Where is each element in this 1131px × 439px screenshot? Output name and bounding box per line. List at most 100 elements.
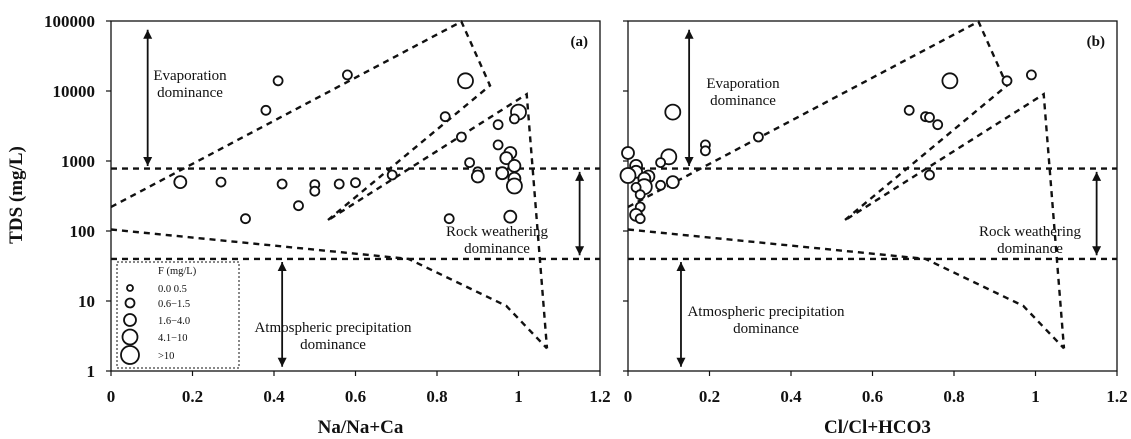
data-point-a-6	[509, 113, 520, 125]
data-point-a-1	[341, 69, 353, 81]
data-point-a-23	[215, 176, 227, 188]
y-tick-label-2: 100	[70, 222, 96, 241]
region-label-a-0-1: dominance	[157, 85, 223, 101]
legend-marker-3	[123, 313, 137, 327]
region-label-b-0-0: Evaporation	[706, 76, 780, 92]
data-point-b-13	[655, 157, 666, 169]
data-point-b-10	[700, 145, 711, 157]
x-tick-label-a-6: 1.2	[589, 387, 610, 406]
legend-title: F (mg/L)	[158, 266, 197, 277]
legend: F (mg/L) 0.0 0.5 0.6−1.5 1.6−4.0 4.1−10 …	[116, 261, 240, 369]
data-point-b-27	[924, 169, 935, 181]
x-tick-label-b-3: 0.6	[862, 387, 883, 406]
region-label-b-1-0: Rock weathering	[979, 224, 1082, 240]
data-point-a-15	[495, 166, 510, 181]
data-point-a-5	[439, 111, 451, 123]
region-label-a-1-0: Rock weathering	[446, 224, 549, 240]
region-label-a-2-1: dominance	[300, 337, 366, 353]
arrowhead-top-b-2	[676, 262, 686, 272]
data-point-a-8	[455, 131, 467, 143]
arrowhead-top-a-0	[143, 29, 153, 39]
legend-marker-1	[126, 284, 134, 292]
arrowhead-top-a-2	[277, 262, 287, 272]
y-tick-label-3: 1000	[61, 152, 95, 171]
data-point-a-19	[503, 209, 518, 224]
data-point-a-12	[464, 157, 476, 169]
legend-label-4: 4.1−10	[158, 333, 188, 344]
legend-label-5: >10	[158, 351, 174, 362]
data-point-a-22	[173, 175, 188, 190]
data-point-b-7	[932, 119, 944, 131]
boundary-line-upper-b	[627, 19, 1066, 349]
data-point-b-19	[665, 175, 680, 190]
data-point-b-4	[903, 104, 915, 116]
data-point-a-9	[492, 139, 504, 151]
arrowhead-bottom-a-0	[143, 156, 153, 166]
region-label-b-2-0: Atmospheric precipitation	[687, 304, 845, 320]
arrowhead-bottom-b-2	[676, 357, 686, 367]
y-tick-label-0: 1	[87, 362, 96, 381]
y-tick-label-4: 10000	[53, 82, 96, 101]
data-point-a-0	[272, 75, 284, 87]
boundary-line-lower-b	[627, 228, 1065, 350]
data-point-b-23	[634, 189, 646, 201]
x-axis-title-a: Na/Na+Ca	[318, 417, 404, 438]
data-point-a-11	[499, 151, 514, 166]
arrowhead-bottom-b-0	[684, 156, 694, 166]
x-tick-label-b-2: 0.4	[780, 387, 802, 406]
legend-label-2: 0.6−1.5	[158, 299, 190, 310]
legend-marker-4	[121, 328, 139, 346]
x-tick-label-b-1: 0.2	[699, 387, 720, 406]
legend-marker-2	[124, 297, 136, 309]
data-point-a-16	[470, 169, 485, 184]
arrowhead-top-b-1	[1092, 171, 1102, 181]
data-point-a-28	[309, 185, 321, 197]
data-point-a-20	[443, 213, 455, 225]
legend-marker-5	[120, 345, 140, 365]
data-point-a-18	[506, 177, 523, 195]
x-tick-label-b-0: 0	[624, 387, 633, 406]
region-label-a-0-0: Evaporation	[153, 68, 227, 84]
x-tick-label-b-6: 1.2	[1106, 387, 1127, 406]
arrowhead-bottom-a-1	[575, 246, 585, 256]
data-point-a-7	[492, 119, 504, 131]
x-tick-label-a-2: 0.4	[263, 387, 285, 406]
data-point-a-21	[386, 169, 398, 181]
region-label-b-2-1: dominance	[733, 321, 799, 337]
x-tick-label-a-1: 0.2	[182, 387, 203, 406]
region-label-b-0-1: dominance	[710, 93, 776, 109]
x-tick-label-a-3: 0.6	[345, 387, 366, 406]
data-point-a-24	[276, 178, 288, 190]
data-point-b-0	[941, 72, 959, 90]
data-point-b-1	[1001, 75, 1013, 87]
boundary-line-lower-a	[110, 228, 548, 350]
arrowhead-top-b-0	[684, 29, 694, 39]
data-point-a-13	[507, 158, 522, 173]
boundary-line-upper-a	[110, 19, 549, 349]
region-label-a-1-1: dominance	[464, 241, 530, 257]
x-tick-label-b-4: 0.8	[943, 387, 964, 406]
x-tick-label-a-0: 0	[107, 387, 116, 406]
panel-label-a: (a)	[571, 34, 589, 50]
data-point-b-26	[634, 213, 646, 225]
y-axis-title: TDS (mg/L)	[6, 146, 27, 244]
y-tick-label-5: 100000	[44, 12, 95, 31]
data-point-a-29	[293, 200, 304, 212]
arrowhead-bottom-a-2	[277, 357, 287, 367]
x-axis-title-b: Cl/Cl+HCO3	[824, 417, 931, 438]
data-point-b-11	[621, 146, 635, 160]
arrowhead-bottom-b-1	[1092, 246, 1102, 256]
y-tick-label-1: 10	[78, 292, 95, 311]
data-point-a-27	[350, 177, 361, 189]
data-point-b-20	[655, 179, 666, 191]
data-point-b-6	[924, 112, 935, 123]
legend-label-1: 0.0 0.5	[158, 284, 187, 295]
x-tick-label-a-4: 0.8	[426, 387, 447, 406]
panel-label-b: (b)	[1087, 34, 1105, 50]
data-point-b-2	[1026, 69, 1037, 81]
region-label-a-2-0: Atmospheric precipitation	[254, 320, 412, 336]
data-point-a-3	[457, 72, 474, 90]
region-label-b-1-1: dominance	[997, 241, 1063, 257]
data-point-a-30	[240, 213, 251, 225]
